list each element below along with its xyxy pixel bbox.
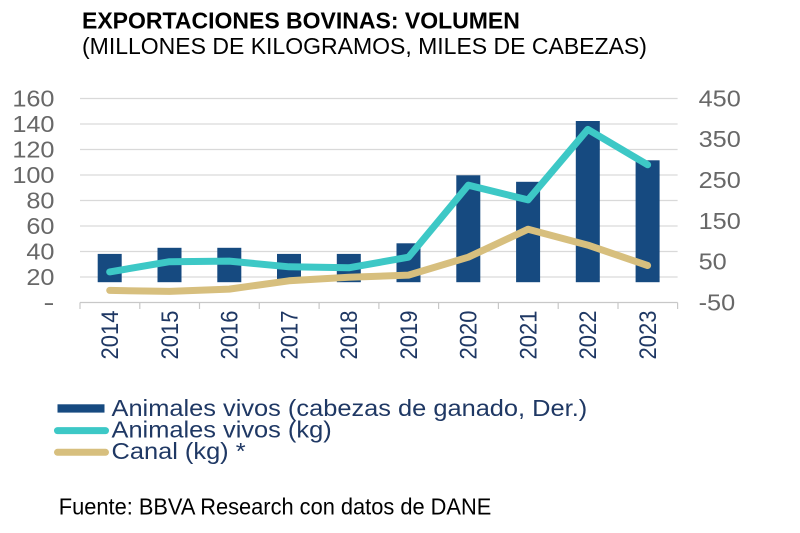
svg-text:250: 250 (699, 168, 741, 194)
svg-text:2022: 2022 (574, 311, 601, 360)
svg-text:Animales vivos (kg): Animales vivos (kg) (112, 417, 332, 443)
svg-text:2016: 2016 (216, 311, 243, 360)
svg-text:Canal (kg) *: Canal (kg) * (112, 439, 247, 465)
svg-text:2017: 2017 (275, 311, 302, 360)
svg-text:50: 50 (699, 250, 727, 276)
svg-text:450: 450 (699, 86, 741, 112)
svg-text:-: - (43, 290, 54, 316)
svg-text:Animales vivos (cabezas de gan: Animales vivos (cabezas de ganado, Der.) (112, 396, 588, 422)
svg-text:140: 140 (12, 112, 54, 138)
svg-text:2015: 2015 (156, 311, 183, 360)
svg-text:120: 120 (12, 137, 54, 163)
svg-text:2018: 2018 (335, 311, 362, 360)
svg-text:350: 350 (699, 127, 741, 153)
svg-text:80: 80 (26, 188, 54, 214)
svg-text:2020: 2020 (455, 310, 482, 359)
svg-text:60: 60 (26, 214, 54, 240)
svg-text:2021: 2021 (514, 311, 541, 360)
svg-text:150: 150 (699, 209, 741, 235)
svg-text:Fuente: BBVA Research con dato: Fuente: BBVA Research con datos de DANE (59, 494, 491, 520)
svg-text:2023: 2023 (634, 311, 661, 360)
svg-text:100: 100 (12, 163, 54, 189)
svg-text:2019: 2019 (395, 311, 422, 360)
svg-text:(MILLONES DE KILOGRAMOS, MILES: (MILLONES DE KILOGRAMOS, MILES DE CABEZA… (82, 33, 647, 59)
svg-text:2014: 2014 (96, 310, 123, 359)
svg-text:EXPORTACIONES BOVINAS: VOLUMEN: EXPORTACIONES BOVINAS: VOLUMEN (82, 8, 520, 34)
svg-text:40: 40 (26, 239, 54, 265)
svg-text:20: 20 (26, 265, 54, 291)
svg-text:160: 160 (12, 86, 54, 112)
svg-text:-50: -50 (699, 290, 736, 316)
